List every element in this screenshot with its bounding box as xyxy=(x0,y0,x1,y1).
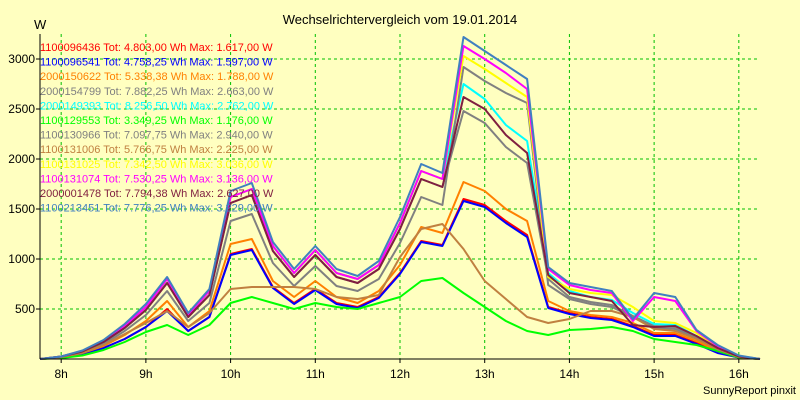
chart-title: Wechselrichtervergleich vom 19.01.2014 xyxy=(283,12,518,27)
series-line-2 xyxy=(39,200,761,360)
x-tick-label: 13h xyxy=(475,367,495,381)
x-tick-label: 12h xyxy=(390,367,410,381)
legend-entry-12: 1100213451 Tot: 7.776,25 Wh Max: 3.229,0… xyxy=(40,203,273,215)
legend-entry-11: 2000001478 Tot: 7.794,38 Wh Max: 2.627,0… xyxy=(40,188,274,200)
y-axis-label: W xyxy=(34,17,47,32)
legend-entry-7: 1100130966 Tot: 7.097,75 Wh Max: 2.940,0… xyxy=(40,130,273,142)
x-tick-label: 8h xyxy=(54,367,67,381)
x-tick-label: 15h xyxy=(644,367,664,381)
y-tick-label: 1500 xyxy=(8,202,35,216)
series-group xyxy=(39,36,761,360)
x-tick-label: 10h xyxy=(221,367,241,381)
x-tick-label: 11h xyxy=(306,367,325,381)
legend-entry-2: 1100096541 Tot: 4.758,25 Wh Max: 1.597,0… xyxy=(40,57,273,69)
series-line-10 xyxy=(39,45,761,360)
series-line-11 xyxy=(39,96,761,360)
legend: 1100096436 Tot: 4.803,00 Wh Max: 1.617,0… xyxy=(40,42,274,215)
axes xyxy=(36,34,760,363)
y-tick-label: 2000 xyxy=(8,152,35,166)
legend-entry-6: 1100129553 Tot: 3.349,25 Wh Max: 1.176,0… xyxy=(40,115,273,127)
legend-entry-8: 1100131006 Tot: 5.766,75 Wh Max: 2.225,0… xyxy=(40,144,273,156)
legend-entry-3: 2000150622 Tot: 5.338,38 Wh Max: 1.788,0… xyxy=(40,71,274,83)
series-line-12 xyxy=(39,36,761,360)
series-line-6 xyxy=(39,277,761,360)
footer-credit: SunnyReport pinxit xyxy=(703,385,796,397)
x-tick-label: 14h xyxy=(559,367,579,381)
y-tick-label: 500 xyxy=(15,302,35,316)
y-tick-label: 1000 xyxy=(8,252,35,266)
legend-entry-4: 2000154799 Tot: 7.882,25 Wh Max: 2.663,0… xyxy=(40,86,274,98)
y-tick-label: 2500 xyxy=(8,102,35,116)
legend-entry-9: 1100131025 Tot: 7.342,50 Wh Max: 3.036,0… xyxy=(40,159,273,171)
legend-entry-5: 2000149393 Tot: 8.256,50 Wh Max: 2.762,0… xyxy=(40,100,274,112)
tick-labels: 500 1000 1500 2000 2500 3000 8h 9h 10h 11h 12h 13h 1… xyxy=(8,52,749,381)
x-tick-label: 9h xyxy=(139,367,152,381)
series-line-8 xyxy=(39,223,761,360)
y-tick-label: 3000 xyxy=(8,52,35,66)
legend-entry-1: 1100096436 Tot: 4.803,00 Wh Max: 1.617,0… xyxy=(40,42,273,54)
x-tick-label: 16h xyxy=(729,367,749,381)
legend-entry-10: 1100131074 Tot: 7.530,25 Wh Max: 3.136,0… xyxy=(40,173,273,185)
